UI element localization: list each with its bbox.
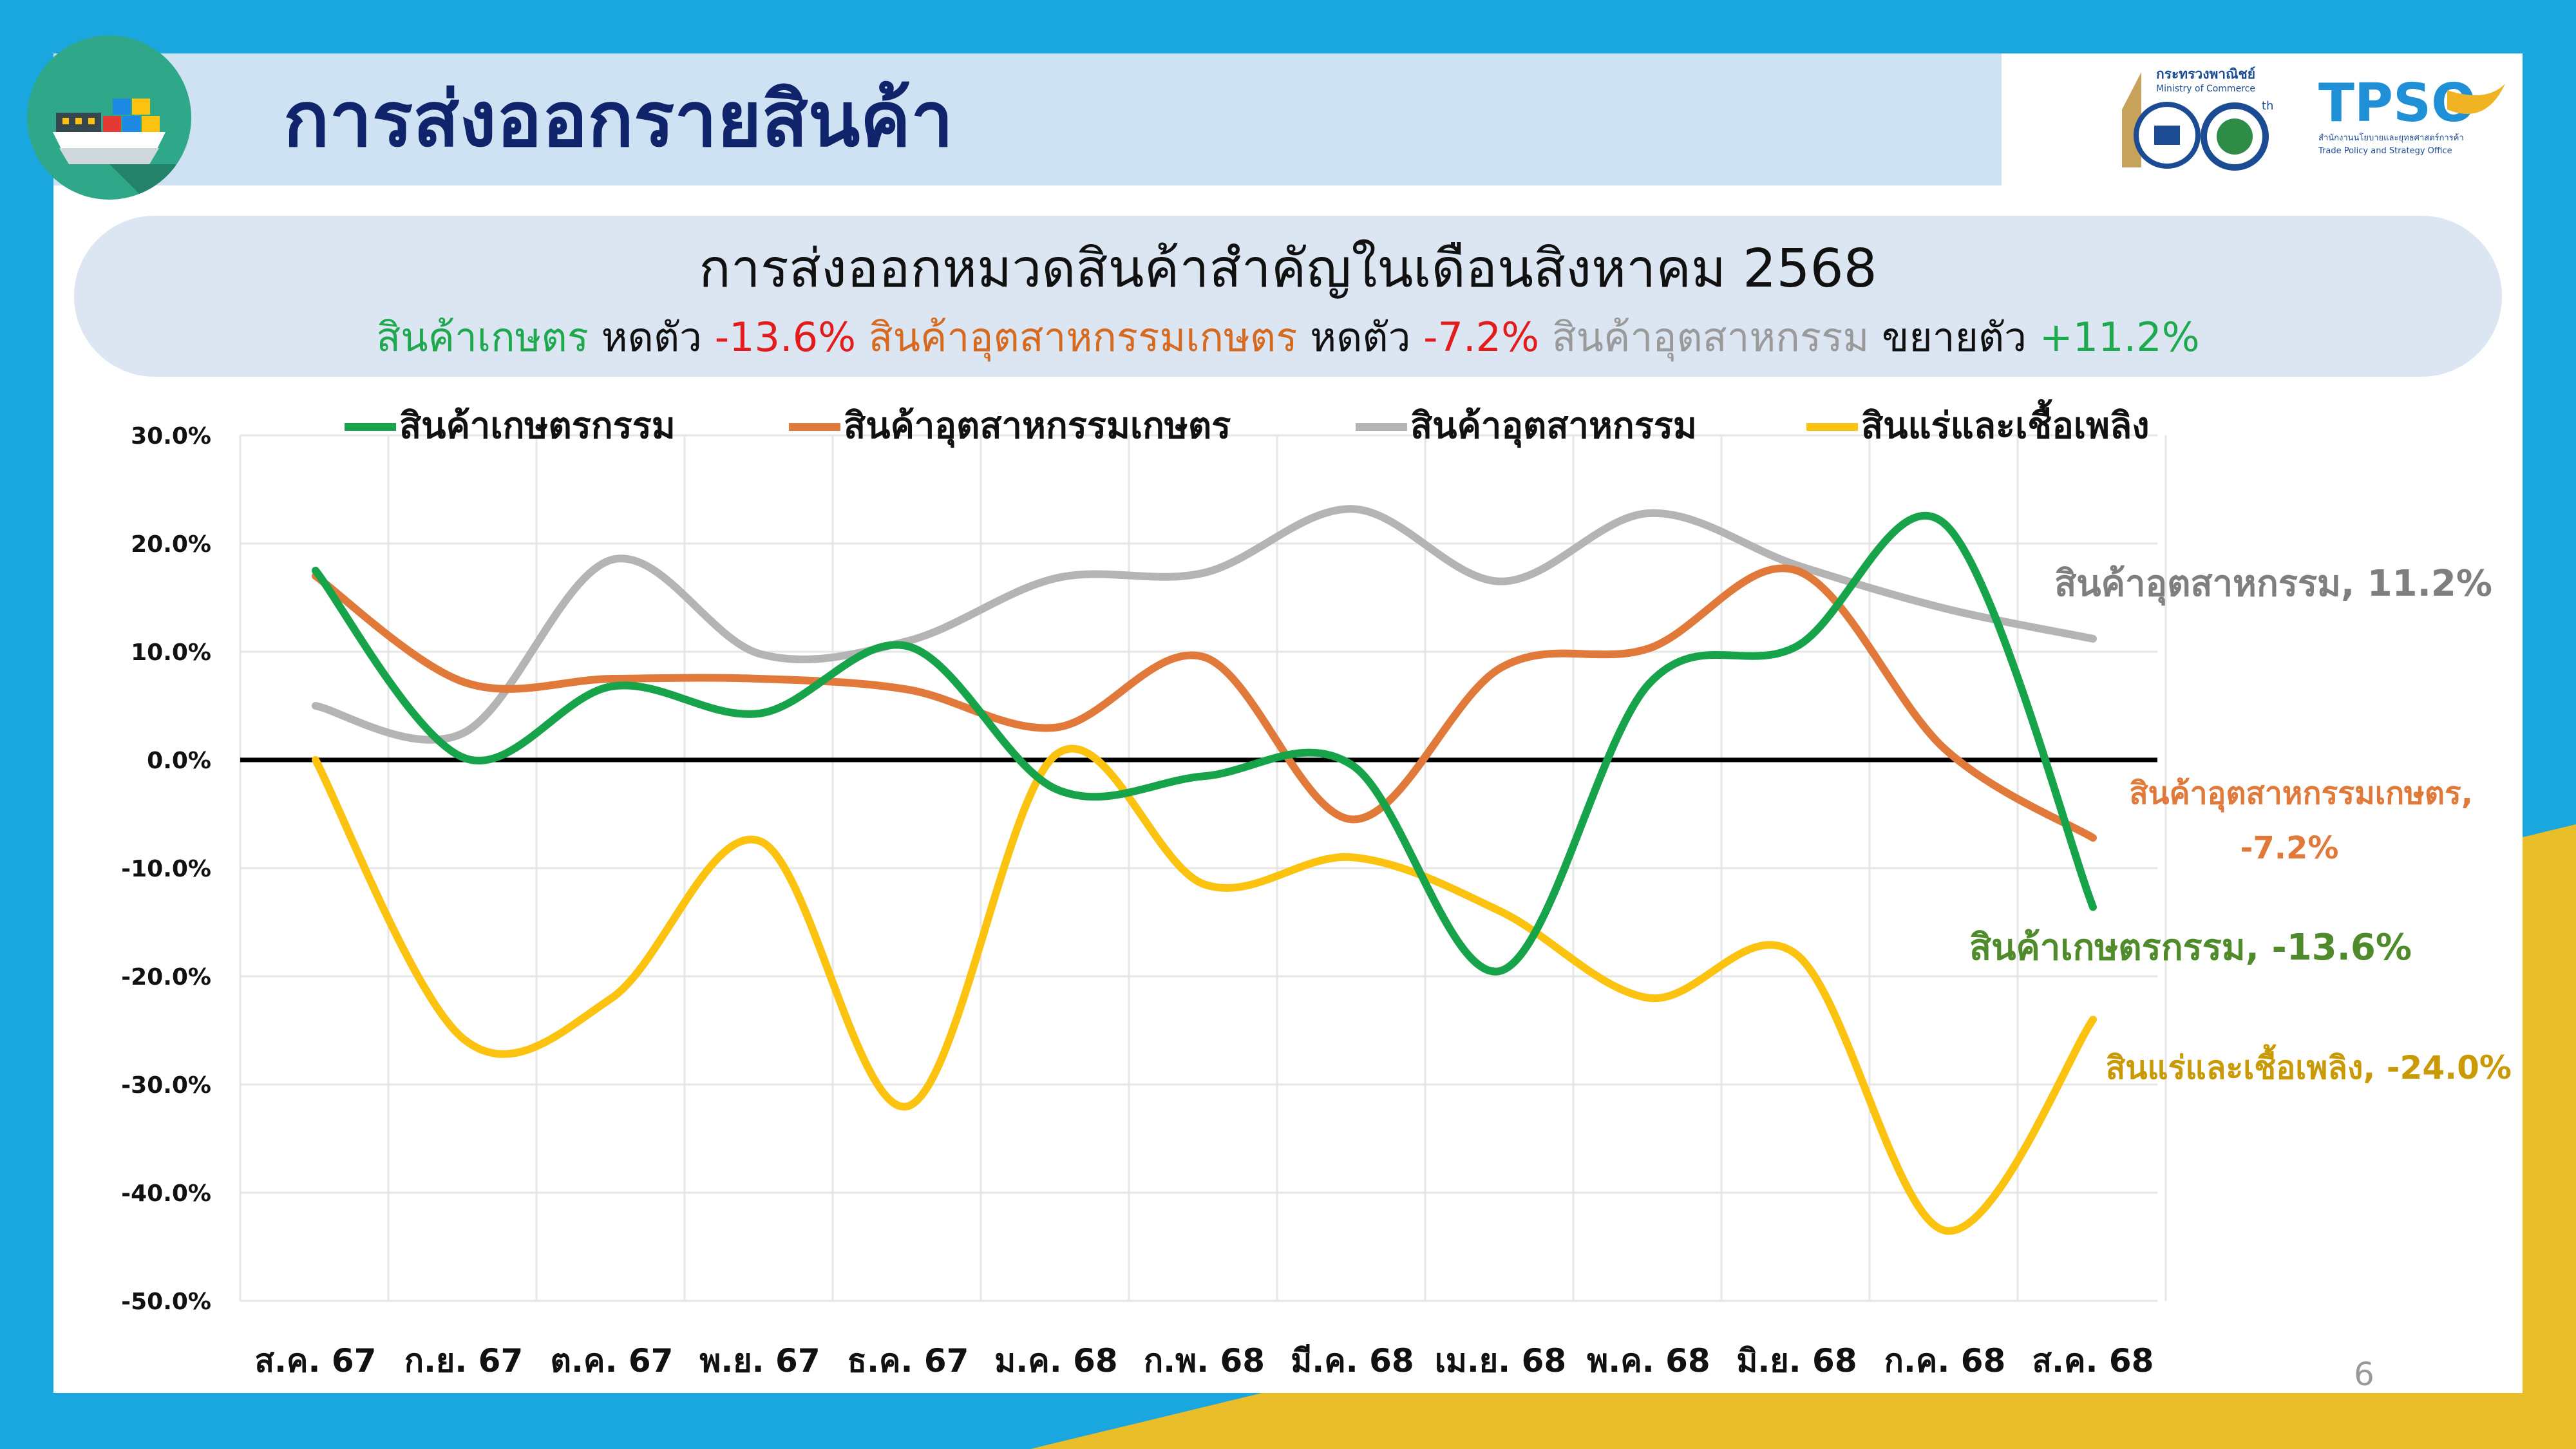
legend-label-agri: สินค้าเกษตรกรรม	[399, 405, 676, 447]
end-label-mineral: สินแร่และเชื้อเพลิง, -24.0%	[2106, 1044, 2512, 1086]
svg-text:กระทรวงพาณิชย์: กระทรวงพาณิชย์	[2156, 66, 2255, 82]
tpso-logo: TPSO สำนักงานนโยบายและยุทธศาสตร์การค้า T…	[2318, 73, 2505, 156]
x-tick-label: ก.พ. 68	[1144, 1342, 1265, 1379]
page-title: การส่งออกรายสินค้า	[283, 75, 954, 164]
summary-agroind-verb: หดตัว	[1310, 314, 1411, 361]
svg-text:Trade Policy and Strategy Offi: Trade Policy and Strategy Office	[2318, 146, 2452, 156]
summary-agri-value: -13.6%	[714, 314, 857, 361]
svg-text:th: th	[2262, 99, 2273, 113]
summary-agri-label: สินค้าเกษตร	[376, 314, 589, 361]
y-tick-label: -40.0%	[121, 1180, 211, 1207]
summary-agroind-value: -7.2%	[1423, 314, 1540, 361]
x-tick-label: ส.ค. 67	[255, 1342, 377, 1379]
page-number: 6	[2354, 1356, 2374, 1393]
series-line-mineral	[312, 744, 2097, 1235]
x-tick-label: ม.ค. 68	[994, 1342, 1117, 1379]
y-tick-label: 10.0%	[131, 639, 211, 666]
subtitle-banner	[74, 216, 2502, 377]
x-tick-label: เม.ย. 68	[1435, 1342, 1566, 1379]
summary-agroind-label: สินค้าอุตสาหกรรมเกษตร	[868, 314, 1298, 361]
y-tick-label: -50.0%	[121, 1289, 211, 1315]
series-line-ind	[312, 505, 2097, 744]
end-label-agroind-1: สินค้าอุตสาหกรรมเกษตร,	[2129, 775, 2473, 813]
x-tick-label: มี.ค. 68	[1291, 1342, 1414, 1379]
ministry-105-logo: th กระทรวงพาณิชย์ Ministry of Commerce	[2122, 66, 2273, 171]
end-label-ind: สินค้าอุตสาหกรรม, 11.2%	[2054, 563, 2492, 606]
x-tick-label: ต.ค. 67	[551, 1342, 674, 1379]
x-tick-label: พ.ย. 67	[699, 1342, 820, 1379]
y-tick-label: 20.0%	[131, 531, 211, 558]
summary-ind-verb: ขยายตัว	[1882, 314, 2027, 361]
x-tick-label: มิ.ย. 68	[1736, 1342, 1857, 1379]
svg-text:Ministry of Commerce: Ministry of Commerce	[2156, 84, 2255, 94]
y-tick-label: 0.0%	[147, 748, 211, 774]
x-tick-label: ธ.ค. 67	[848, 1342, 969, 1379]
series-line-agri	[312, 511, 2097, 976]
end-label-agri: สินค้าเกษตรกรรม, -13.6%	[1969, 927, 2412, 969]
title-band	[53, 53, 2002, 185]
y-tick-label: -10.0%	[121, 856, 211, 882]
x-tick-label: ส.ค. 68	[2032, 1342, 2154, 1379]
series-line-agroind	[312, 564, 2097, 842]
end-label-agroind-2: -7.2%	[2240, 830, 2338, 866]
svg-text:สำนักงานนโยบายและยุทธศาสตร์การ: สำนักงานนโยบายและยุทธศาสตร์การค้า	[2318, 133, 2464, 143]
summary-line: สินค้าเกษตร หดตัว -13.6% สินค้าอุตสาหกรร…	[74, 306, 2502, 369]
legend-label-ind: สินค้าอุตสาหกรรม	[1410, 405, 1697, 448]
logo-group: th กระทรวงพาณิชย์ Ministry of Commerce T…	[2112, 64, 2505, 180]
y-tick-label: 30.0%	[131, 423, 211, 450]
summary-ind-value: +11.2%	[2039, 314, 2200, 361]
summary-ind-label: สินค้าอุตสาหกรรม	[1551, 314, 1870, 361]
x-tick-label: พ.ค. 68	[1587, 1342, 1710, 1379]
legend-label-mineral: สินแร่และเชื้อเพลิง	[1861, 399, 2150, 447]
x-tick-label: ก.ค. 68	[1884, 1342, 2006, 1379]
chart-heading: การส่งออกหมวดสินค้าสำคัญในเดือนสิงหาคม 2…	[699, 238, 1877, 299]
legend-label-agroind: สินค้าอุตสาหกรรมเกษตร	[844, 405, 1231, 448]
summary-agri-verb: หดตัว	[601, 314, 702, 361]
y-tick-label: -30.0%	[121, 1072, 211, 1099]
y-tick-label: -20.0%	[121, 964, 211, 990]
x-tick-label: ก.ย. 67	[404, 1342, 524, 1379]
